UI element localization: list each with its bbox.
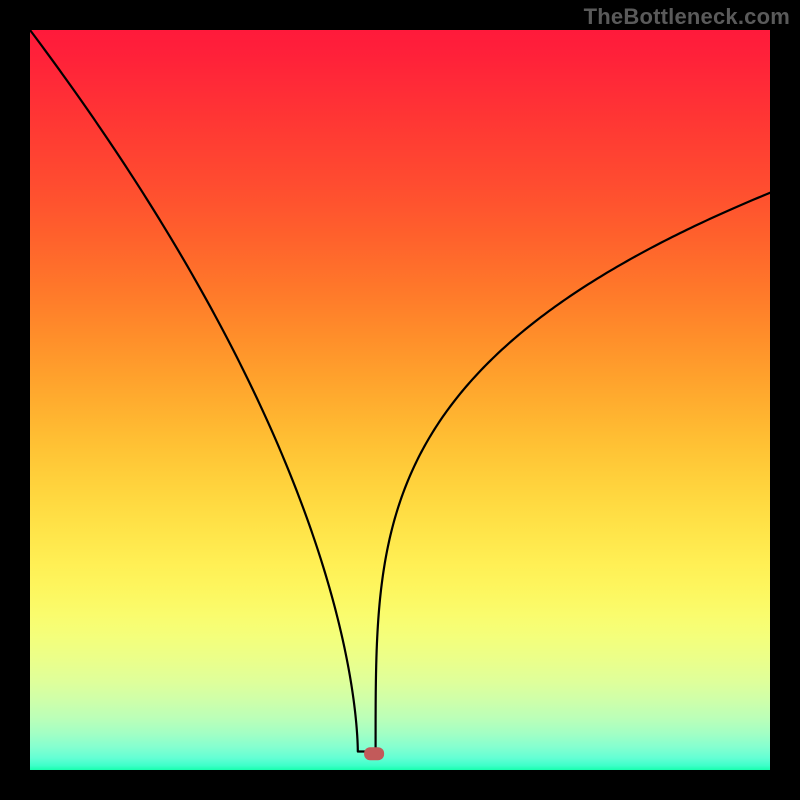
chart-frame: TheBottleneck.com (0, 0, 800, 800)
gradient-background (30, 30, 770, 770)
optimal-point-marker (364, 747, 384, 760)
watermark-text: TheBottleneck.com (584, 4, 790, 30)
plot-area (30, 30, 770, 770)
